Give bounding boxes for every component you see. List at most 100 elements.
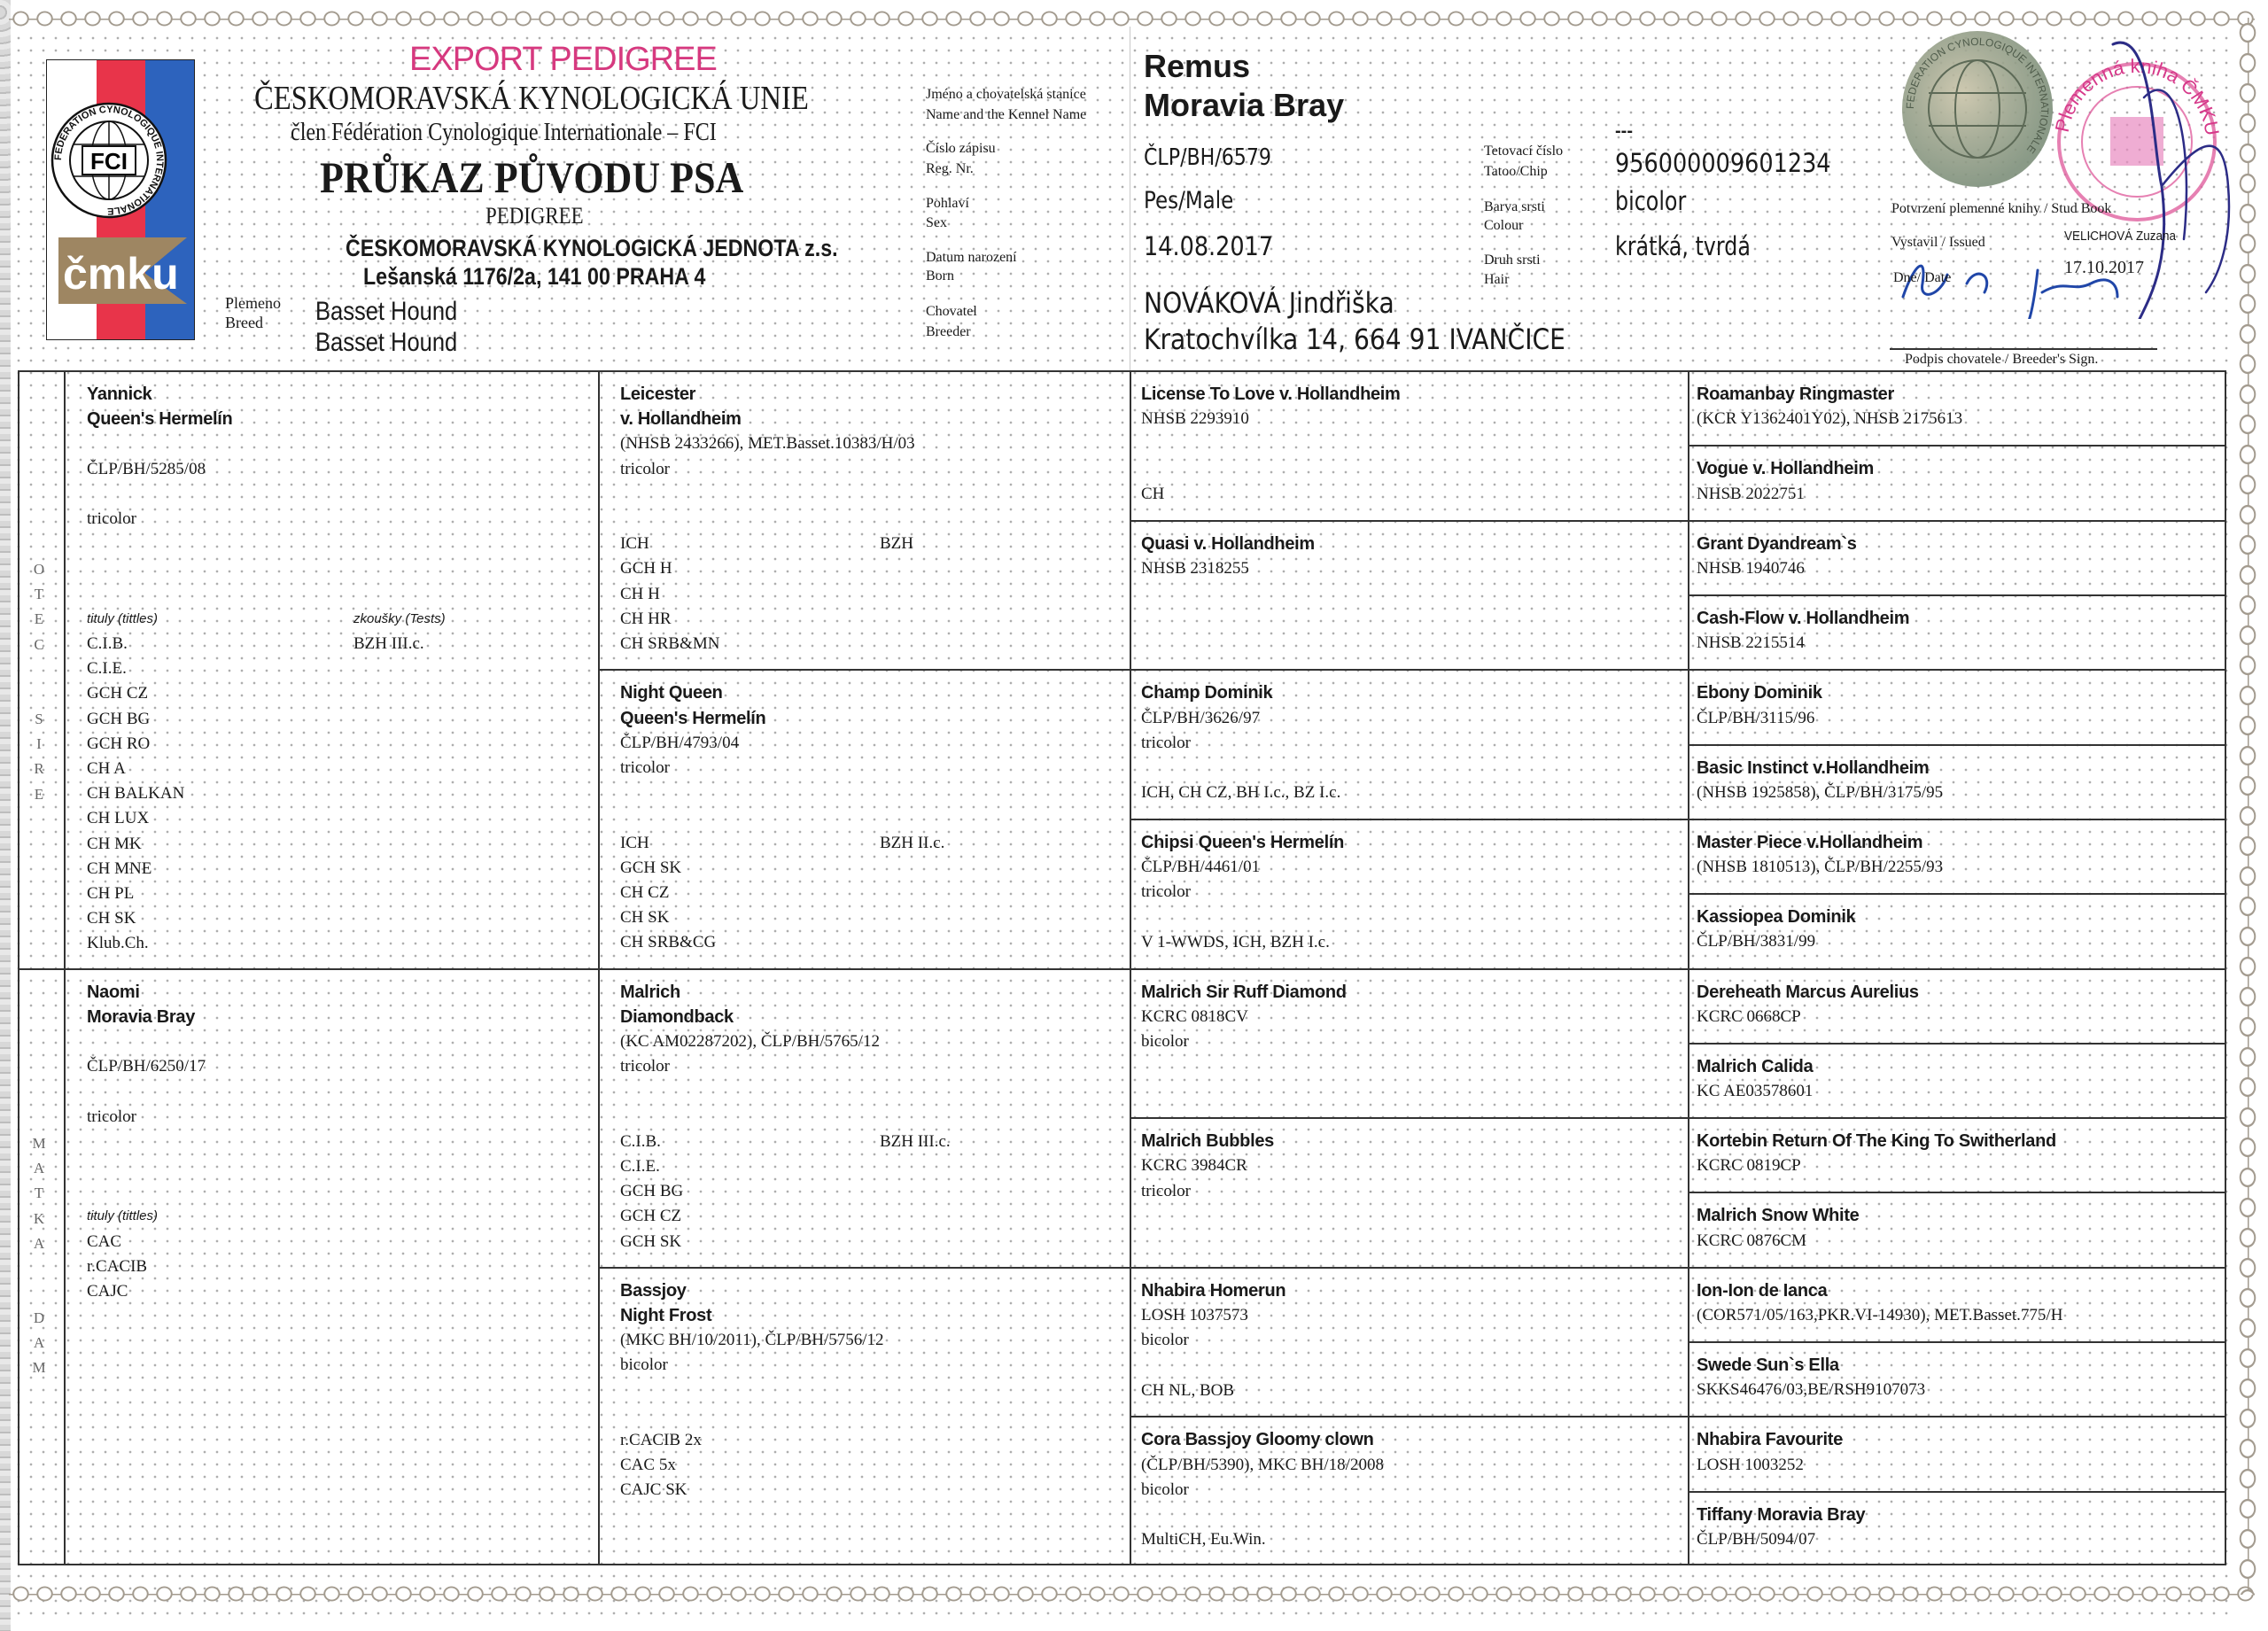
gen3-name: Malrich Sir Ruff Diamond (1141, 982, 1347, 1002)
side-label-sire: S (35, 711, 43, 727)
gen1-kennel: Queen's Hermelín (87, 409, 233, 430)
gen4-name: Vogue v. Hollandheim (1697, 459, 1874, 479)
gen4-reg: KC AE03578601 (1697, 1082, 1814, 1100)
gen2-reg: (MKC BH/10/2011), ČLP/BH/5756/12 (620, 1331, 884, 1350)
gen4-reg: NHSB 1940746 (1697, 558, 1805, 578)
gen2-color: tricolor (620, 459, 670, 478)
issued-label: Vystavil / Issued (1891, 235, 1985, 250)
side-label-matka: A (33, 1160, 45, 1177)
gen4-name: Roamanbay Ringmaster (1697, 384, 1894, 404)
gen1-title: GCH CZ (87, 684, 149, 703)
label-sex-cz: Pohlaví (926, 196, 969, 211)
label-born-cz: Datum narození (926, 250, 1017, 265)
gen2-title: CAJC SK (620, 1480, 687, 1500)
gen2-test: BZH III.c. (880, 1131, 951, 1151)
gen4-reg: ČLP/BH/3115/96 (1697, 708, 1815, 727)
side-label-dam: M (32, 1359, 46, 1377)
gen2-color: bicolor (620, 1355, 668, 1375)
gen2-title: C.I.E. (620, 1156, 660, 1176)
breed-en: Basset Hound (315, 328, 458, 357)
gen2-title: GCH SK (620, 1231, 682, 1251)
bottom-ornamental-border (9, 1582, 2255, 1605)
gen2-title: r.CACIB 2x (620, 1431, 702, 1449)
gen2-title: GCH BG (620, 1182, 684, 1201)
label-reg-cz: Číslo zápisu (926, 141, 996, 156)
gen3-reg: KCRC 3984CR (1141, 1156, 1247, 1176)
gen4-name: Kortebin Return Of The King To Switherla… (1697, 1131, 2056, 1152)
page-subtitle: PEDIGREE (485, 203, 584, 229)
tattoo-value: --- (1615, 121, 1633, 141)
side-label-otec: C (34, 635, 44, 653)
breed-cz: Basset Hound (315, 297, 458, 326)
gen4-reg: NHSB 2022751 (1697, 484, 1805, 503)
gen4-reg: KCRC 0876CM (1697, 1231, 1807, 1250)
gen3-divider (1130, 1117, 2226, 1120)
gen1-title: CH MK (87, 834, 142, 853)
gen2-title: ICH (620, 534, 649, 554)
gen3-color: tricolor (1141, 733, 1191, 752)
gen4-name: Nhabira Favourite (1697, 1430, 1843, 1450)
gen2-title: CH SRB&CG (620, 933, 717, 952)
gen3-name: Chipsi Queen's Hermelín (1141, 832, 1345, 852)
gen4-name: Ebony Dominik (1697, 683, 1822, 703)
gen1-name: Yannick (87, 384, 152, 404)
gen2-test: BZH II.c. (880, 833, 945, 852)
label-born-en: Born (926, 268, 954, 283)
top-ornamental-border (9, 7, 2255, 30)
studbook-stamp-icon: Plemenná kniha ČMKU (2051, 55, 2224, 221)
gen1-name: Naomi (87, 982, 140, 1002)
gen2-title: GCH H (620, 559, 672, 579)
gen3-reg: LOSH 1037573 (1141, 1306, 1248, 1324)
gen2-reg: (NHSB 2433266), MET.Basset.10383/H/03 (620, 434, 915, 454)
label-name-en: Name and the Kennel Name (926, 107, 1087, 122)
gen4-reg: KCRC 0668CP (1697, 1006, 1801, 1026)
gen4-divider (1688, 1341, 2226, 1344)
cmku-logo-text: čmku (63, 249, 179, 299)
label-reg-en: Reg. Nr. (926, 161, 974, 176)
export-pedigree-stamp: EXPORT PEDIGREE (409, 41, 718, 78)
gen1-title: CAJC (87, 1281, 128, 1301)
gen2-color: tricolor (620, 757, 670, 777)
gen1-color: tricolor (87, 509, 136, 528)
gen2-title: C.I.B. (620, 1131, 661, 1151)
side-label-matka: K (33, 1209, 45, 1227)
fci-membership: člen Fédération Cynologique Internationa… (291, 119, 717, 146)
dog-hair: krátká, tvrdá (1615, 231, 1751, 261)
dog-kennel: Moravia Bray (1144, 87, 1345, 123)
issued-by: VELICHOVÁ Zuzana (2064, 229, 2177, 244)
gen2-name: Malrich (620, 982, 680, 1002)
gen4-divider (1688, 1490, 2226, 1493)
gen3-divider (1130, 818, 2226, 820)
gen1-title: CH BALKAN (87, 784, 185, 804)
studbook-confirm-label: Potvrzení plemenné knihy / Stud Book (1891, 201, 2112, 216)
club-name: ČESKOMORAVSKÁ KYNOLOGICKÁ JEDNOTA z.s. (346, 235, 838, 261)
page-title: PRŮKAZ PŮVODU PSA (320, 152, 744, 202)
gen2-divider (598, 669, 2226, 672)
gen4-name: Master Piece v.Hollandheim (1697, 832, 1923, 852)
gen4-name: Tiffany Moravia Bray (1697, 1504, 1866, 1525)
gen4-reg: (NHSB 1925858), ČLP/BH/3175/95 (1697, 782, 1944, 802)
gen1-test: BZH III.c. (353, 634, 424, 653)
gen1-title: GCH RO (87, 734, 151, 753)
side-label-otec: O (33, 561, 45, 578)
gen2-color: tricolor (620, 1057, 670, 1076)
gen2-title: CH SK (620, 908, 670, 927)
side-label-sire: E (34, 785, 44, 803)
gen4-divider (1688, 445, 2226, 447)
gen2-name: Leicester (620, 384, 696, 404)
gen4-reg: LOSH 1003252 (1697, 1455, 1804, 1474)
gen3-titles: V 1-WWDS, ICH, BZH I.c. (1141, 932, 1330, 951)
gen3-color: bicolor (1141, 1031, 1189, 1051)
paper-edge (0, 0, 11, 1631)
gen3-titles: CH (1141, 484, 1165, 503)
gen1-reg: ČLP/BH/6250/17 (87, 1057, 206, 1076)
gen1-title: C.I.B. (87, 634, 128, 653)
gen4-name: Dereheath Marcus Aurelius (1697, 982, 1919, 1002)
gen4-name: Grant Dyandream`s (1697, 533, 1857, 554)
fci-logo-text: FCI (90, 148, 128, 175)
right-ornamental-border (2236, 18, 2259, 1595)
gen4-divider (1688, 893, 2226, 896)
gen2-title: CH SRB&MN (620, 634, 720, 653)
dog-name: Remus (1144, 48, 1251, 84)
date-label: Dne/ Date (1893, 270, 1952, 285)
